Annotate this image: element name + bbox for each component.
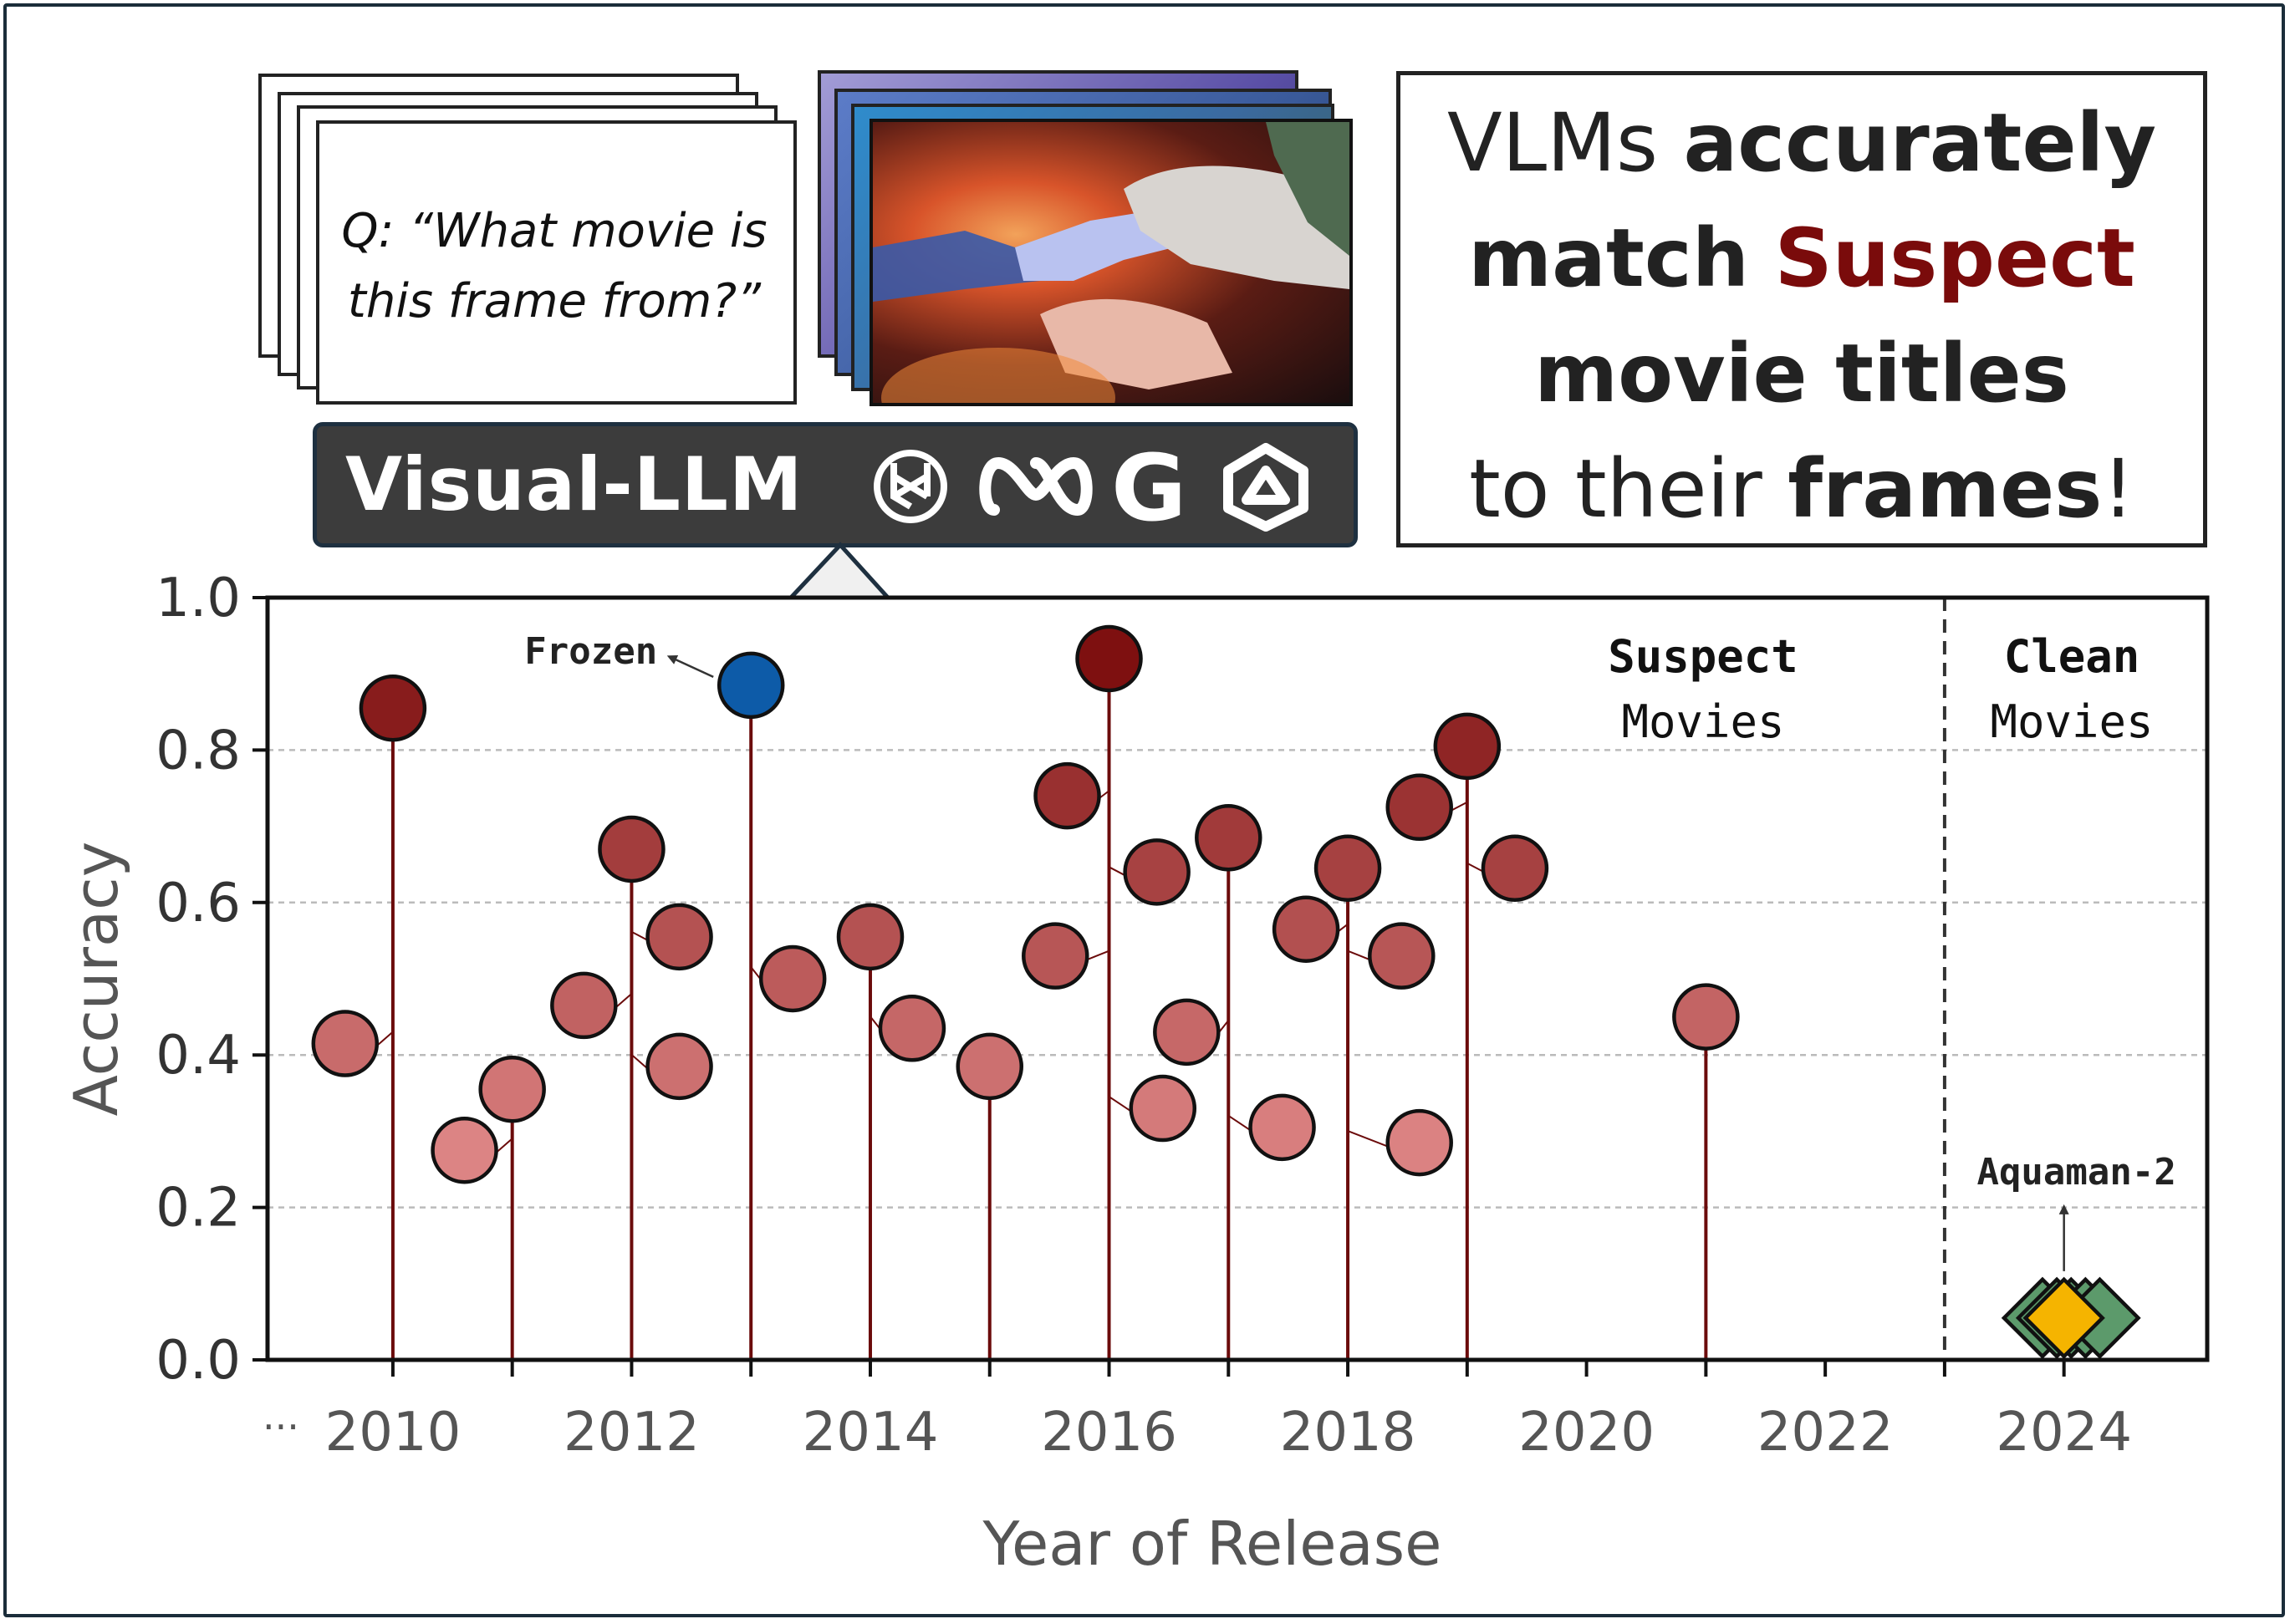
region-subtitle: Movies bbox=[1621, 695, 1784, 748]
x-tick-label: 2024 bbox=[1996, 1402, 2132, 1464]
suspect-point bbox=[481, 1057, 544, 1121]
suspect-point bbox=[1023, 924, 1087, 988]
x-tick-label: 2022 bbox=[1757, 1402, 1894, 1464]
suspect-point bbox=[1155, 1000, 1218, 1064]
suspect-point bbox=[1036, 764, 1099, 827]
suspect-point bbox=[1131, 1077, 1195, 1140]
suspect-point bbox=[761, 947, 824, 1011]
x-tick-label: 2012 bbox=[564, 1402, 700, 1464]
region-title: Clean bbox=[2004, 630, 2140, 683]
suspect-point bbox=[361, 676, 425, 740]
x-axis-title: Year of Release bbox=[982, 1509, 1442, 1579]
suspect-point bbox=[1125, 840, 1189, 904]
x-tick-label: 2018 bbox=[1280, 1402, 1416, 1464]
y-axis-title: Accuracy bbox=[61, 842, 131, 1117]
frozen-label: Frozen bbox=[524, 630, 657, 673]
suspect-point bbox=[1369, 924, 1433, 988]
suspect-point bbox=[1436, 715, 1499, 778]
x-tick-label: 2016 bbox=[1041, 1402, 1177, 1464]
suspect-point bbox=[599, 817, 663, 881]
y-tick-label: 1.0 bbox=[156, 568, 241, 629]
suspect-point bbox=[1388, 1111, 1451, 1174]
frozen-point bbox=[719, 654, 783, 717]
suspect-point bbox=[1483, 837, 1547, 900]
region-subtitle: Movies bbox=[1990, 695, 2153, 748]
suspect-point bbox=[433, 1118, 497, 1182]
suspect-point bbox=[648, 905, 711, 969]
suspect-point bbox=[1274, 898, 1338, 961]
plot-frame bbox=[268, 598, 2207, 1360]
suspect-point bbox=[958, 1035, 1022, 1098]
suspect-point bbox=[648, 1035, 711, 1098]
x-tick-label: 2014 bbox=[803, 1402, 939, 1464]
y-tick-label: 0.4 bbox=[156, 1025, 241, 1087]
y-tick-label: 0.0 bbox=[156, 1330, 241, 1392]
suspect-point bbox=[1316, 837, 1380, 900]
suspect-point bbox=[1078, 627, 1141, 690]
y-tick-label: 0.8 bbox=[156, 720, 241, 781]
x-tick-label: 2010 bbox=[324, 1402, 461, 1464]
leader-line bbox=[1348, 1131, 1390, 1148]
suspect-point bbox=[552, 974, 615, 1037]
banner-pointer bbox=[791, 545, 888, 598]
x-axis-ellipsis: ··· bbox=[263, 1404, 299, 1449]
y-tick-label: 0.6 bbox=[156, 873, 241, 934]
suspect-point bbox=[314, 1012, 377, 1076]
suspect-point bbox=[1251, 1096, 1314, 1159]
suspect-point bbox=[839, 905, 902, 969]
x-tick-label: 2020 bbox=[1518, 1402, 1655, 1464]
aquaman-label: Aquaman-2 bbox=[1976, 1151, 2175, 1194]
y-tick-label: 0.2 bbox=[156, 1178, 241, 1240]
suspect-point bbox=[880, 996, 944, 1060]
suspect-point bbox=[1388, 776, 1451, 839]
suspect-point bbox=[1674, 985, 1737, 1049]
frozen-arrow bbox=[671, 658, 713, 677]
region-title: Suspect bbox=[1608, 630, 1798, 683]
suspect-point bbox=[1196, 806, 1260, 869]
point-layer bbox=[314, 627, 2139, 1357]
